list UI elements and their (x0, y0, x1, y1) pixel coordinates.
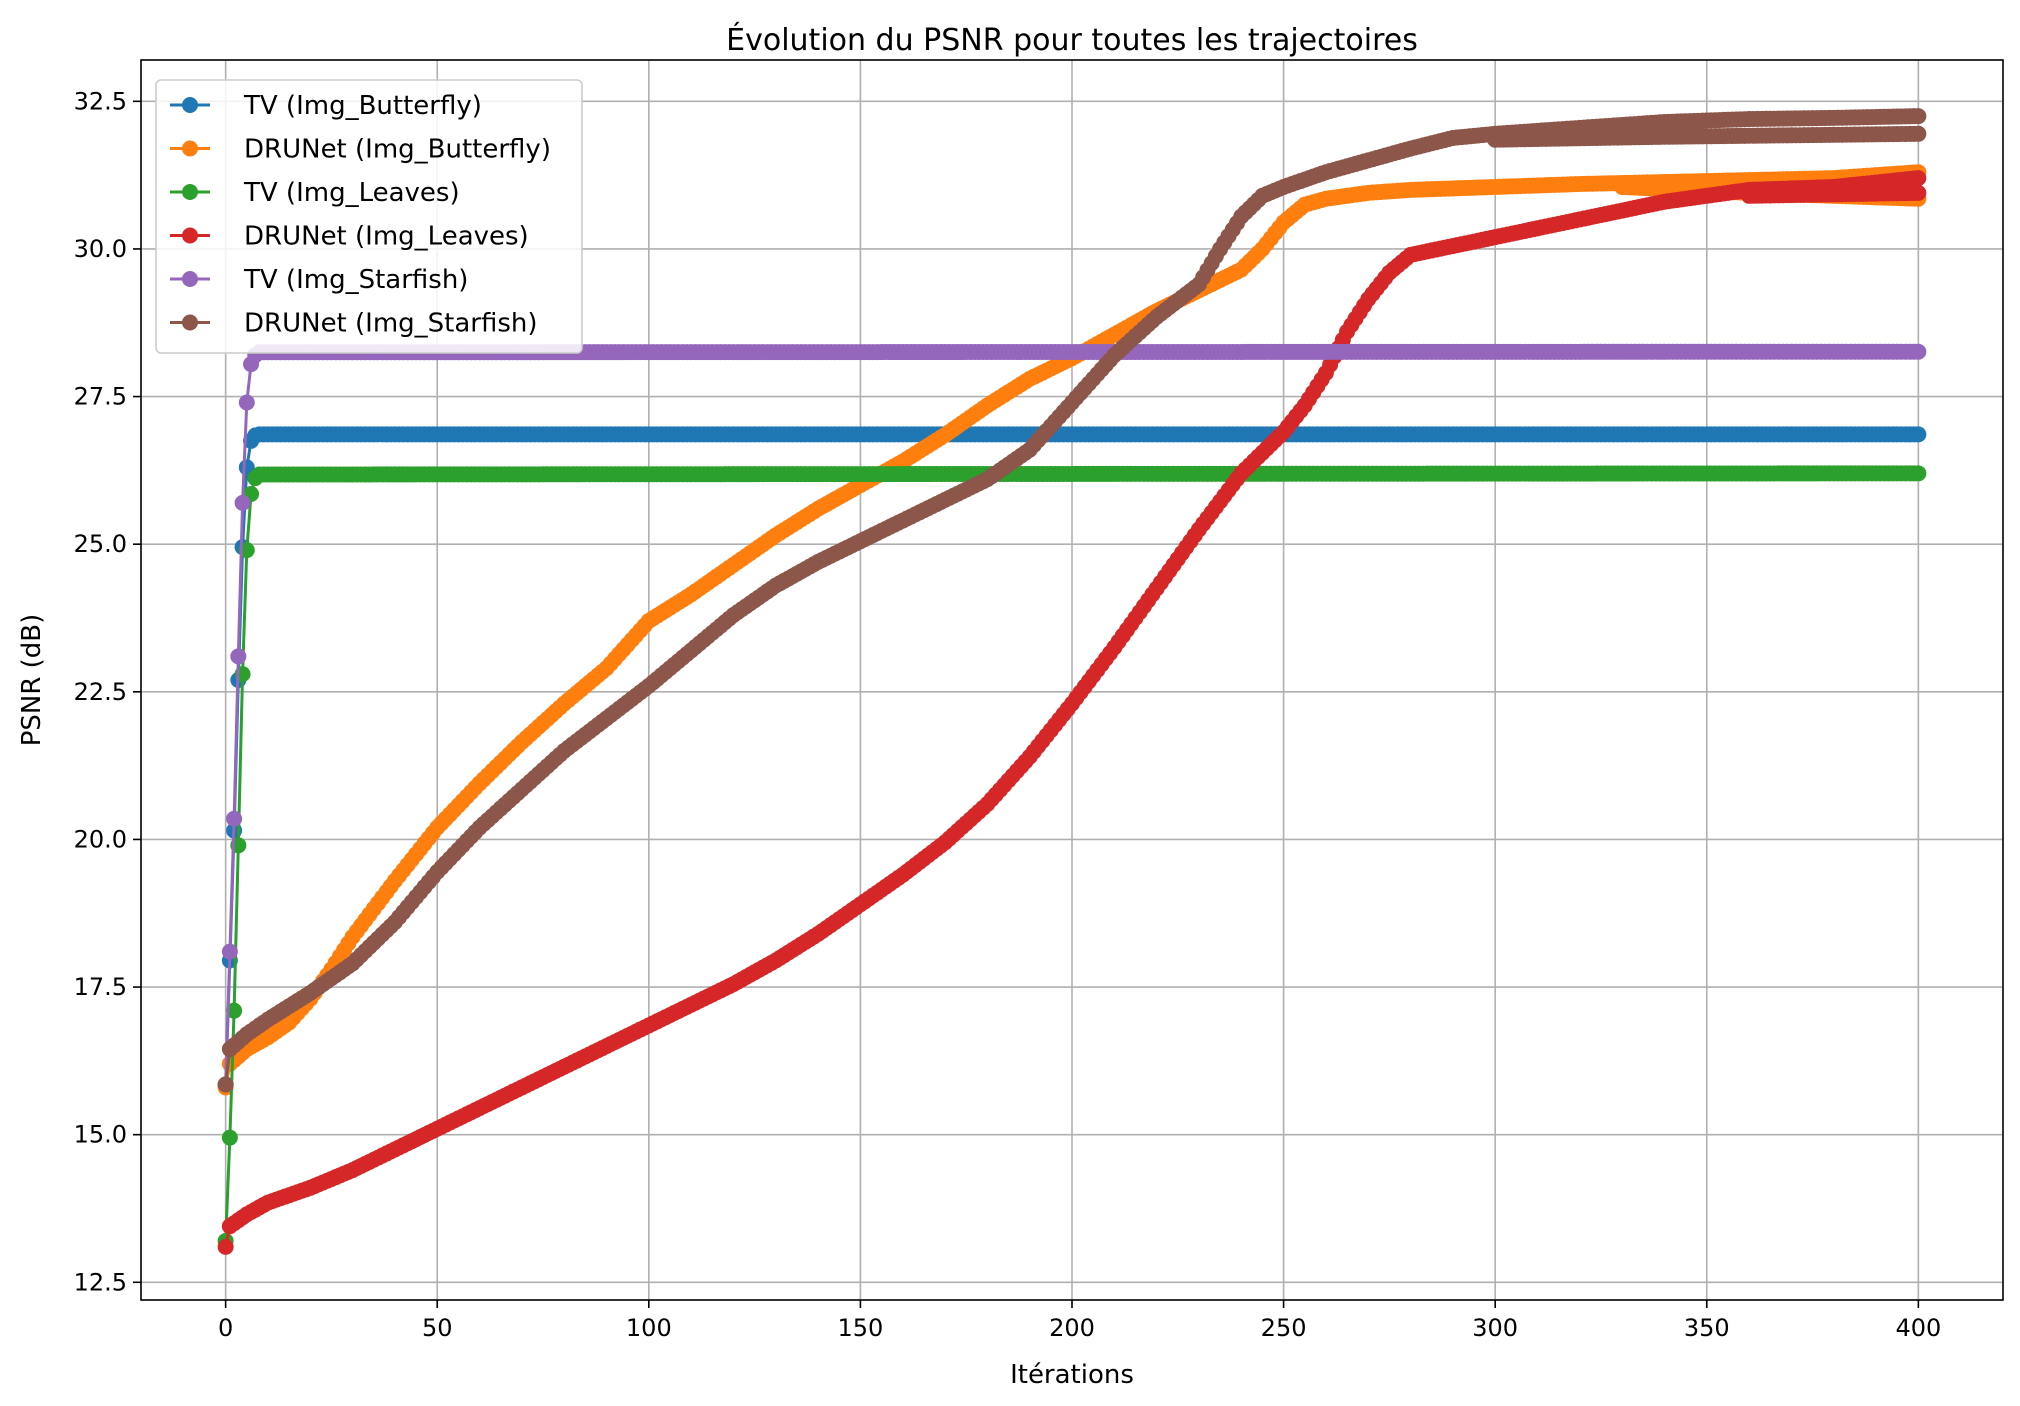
y-tick-label: 17.5 (74, 973, 127, 1001)
legend-label: DRUNet (Img_Butterfly) (244, 135, 551, 165)
legend-item: TV (Img_Starfish) (170, 265, 468, 295)
y-tick-label: 25.0 (74, 530, 127, 558)
x-axis-label: Itérations (1010, 1360, 1134, 1390)
data-point (221, 943, 238, 960)
legend-swatch-marker (182, 314, 198, 331)
y-tick-label: 30.0 (74, 235, 127, 263)
y-tick-label: 20.0 (74, 825, 127, 853)
y-tick-label: 27.5 (74, 383, 127, 411)
x-tick-label: 250 (1261, 1314, 1307, 1342)
legend-swatch-marker (182, 184, 198, 200)
chart-title: Évolution du PSNR pour toutes les trajec… (726, 22, 1418, 58)
data-point (226, 1002, 243, 1019)
legend-label: DRUNet (Img_Starfish) (244, 309, 538, 339)
legend-swatch-marker (182, 227, 198, 244)
data-point (217, 1238, 234, 1255)
data-point (217, 1076, 234, 1093)
legend-item: DRUNet (Img_Leaves) (170, 222, 529, 252)
legend-swatch-marker (182, 140, 198, 157)
x-tick-label: 100 (626, 1314, 672, 1342)
data-point-alt (1910, 184, 1927, 201)
legend-label: TV (Img_Leaves) (243, 178, 460, 208)
x-tick-label: 300 (1472, 1314, 1518, 1342)
data-point (1910, 170, 1927, 187)
series-5 (217, 343, 1927, 1093)
x-tick-label: 150 (838, 1314, 884, 1342)
x-tick-label: 0 (218, 1314, 233, 1342)
y-tick-label: 32.5 (74, 87, 127, 115)
y-tick-label: 22.5 (74, 678, 127, 706)
series-1 (217, 426, 1927, 1093)
legend-item: TV (Img_Leaves) (170, 178, 460, 208)
legend-swatch-marker (182, 271, 198, 287)
legend-item: TV (Img_Butterfly) (170, 91, 482, 121)
series-6 (217, 108, 1927, 1093)
data-point (1910, 465, 1927, 482)
x-tick-label: 50 (422, 1314, 453, 1342)
y-axis-label: PSNR (dB) (17, 614, 47, 747)
legend-box (155, 79, 583, 354)
legend-swatch-marker (182, 97, 198, 113)
legend-label: TV (Img_Starfish) (243, 265, 468, 295)
data-point (1910, 343, 1927, 360)
series-layer (217, 108, 1927, 1255)
data-point (221, 1129, 238, 1146)
legend-label: DRUNet (Img_Leaves) (244, 222, 529, 252)
axis-ticks: 0 50 100 150 200 250 300 350 400 12.5 15.0 17.5 20.0… (74, 87, 1942, 1342)
x-tick-label: 350 (1684, 1314, 1730, 1342)
legend: TV (Img_Butterfly) DRUNet (Img_Butterfly)… (155, 79, 583, 354)
y-tick-label: 15.0 (74, 1121, 127, 1149)
y-tick-label: 12.5 (74, 1268, 127, 1296)
data-point (1910, 108, 1927, 125)
data-point (1910, 426, 1927, 443)
legend-item: DRUNet (Img_Butterfly) (170, 135, 551, 165)
data-point (230, 648, 247, 665)
x-tick-label: 200 (1049, 1314, 1095, 1342)
x-tick-label: 400 (1895, 1314, 1941, 1342)
data-point (226, 810, 243, 827)
data-point (238, 394, 255, 411)
data-point-alt (1910, 125, 1927, 142)
series-4 (217, 170, 1927, 1255)
legend-label: TV (Img_Butterfly) (243, 91, 482, 121)
data-point (234, 494, 251, 511)
legend-item: DRUNet (Img_Starfish) (170, 309, 538, 339)
